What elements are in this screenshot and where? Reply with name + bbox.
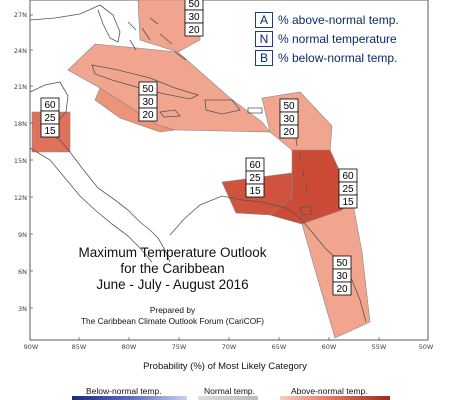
cuba-coast xyxy=(91,64,200,100)
coastlines xyxy=(29,4,367,323)
lon-label-65w: 65W xyxy=(272,343,287,351)
outlook-title: Maximum Temperature Outlook for the Cari… xyxy=(60,245,285,293)
lat-label-15n: 15N xyxy=(14,157,27,165)
lat-label-12n: 12N xyxy=(14,194,27,202)
legend-text-above: % above-normal temp. xyxy=(278,13,399,27)
prob-normal: 30 xyxy=(283,114,295,125)
lon-label-60w: 60W xyxy=(322,343,337,351)
prob-above: 50 xyxy=(283,101,295,112)
prob-below: 15 xyxy=(44,126,56,137)
lon-label-75w: 75W xyxy=(172,343,187,351)
prob-normal: 30 xyxy=(188,12,200,23)
puerto-rico-coast xyxy=(247,107,263,114)
prob-normal: 30 xyxy=(142,97,154,108)
title-line-2: for the Caribbean xyxy=(120,261,225,276)
legend-above: A % above-normal temp. xyxy=(255,12,399,28)
normal-color-bar xyxy=(198,396,258,400)
legend-letter-a: A xyxy=(255,12,273,28)
lon-label-85w: 85W xyxy=(72,343,87,351)
bahamas-islands xyxy=(127,17,187,61)
jamaica-coast xyxy=(159,109,181,118)
category-label-above: Above-normal temp. xyxy=(291,386,368,396)
lon-label-70w: 70W xyxy=(222,343,237,351)
central-america-coast xyxy=(43,129,171,263)
prob-above: 50 xyxy=(336,258,348,269)
prob-box-guianas: 50 30 20 xyxy=(332,255,352,296)
lon-label-50w: 50W xyxy=(419,343,434,351)
gulf-coast xyxy=(29,4,101,21)
legend-normal: N % normal temperature xyxy=(255,31,397,47)
legend-text-normal: % normal temperature xyxy=(278,32,397,46)
prob-above: 50 xyxy=(142,84,154,95)
latitude-labels: 27N 24N 21N 18N 15N 12N 9N 6N 3N xyxy=(14,11,27,313)
prob-below: 20 xyxy=(142,110,154,121)
prob-above: 60 xyxy=(44,100,56,111)
prob-box-bahamas: 50 30 20 xyxy=(184,0,204,37)
axis-ticks xyxy=(30,14,380,340)
category-label-normal: Normal temp. xyxy=(204,386,256,396)
trinidad-coast xyxy=(299,205,313,216)
legend-text-below: % below-normal temp. xyxy=(278,51,398,65)
prob-above: 60 xyxy=(249,160,261,171)
lon-label-80w: 80W xyxy=(122,343,137,351)
prob-below: 20 xyxy=(188,25,200,36)
region-bahamas xyxy=(137,0,201,53)
prob-box-belize: 60 25 15 xyxy=(40,97,60,138)
legend-below: B % below-normal temp. xyxy=(255,50,397,66)
legend-letter-b: B xyxy=(255,50,273,66)
prob-below: 20 xyxy=(283,127,295,138)
hispaniola-coast xyxy=(204,99,241,115)
region-cuba-jamaica xyxy=(94,87,176,133)
prob-above: 60 xyxy=(342,171,354,182)
prob-box-windward-islands: 60 25 15 xyxy=(338,168,358,209)
lat-label-3n: 3N xyxy=(18,305,27,313)
prob-normal: 25 xyxy=(342,184,354,195)
lon-label-55w: 55W xyxy=(372,343,387,351)
below-normal-color-bar xyxy=(72,396,187,400)
prepared-line-2: The Caribbean Climate Outlook Forum (Car… xyxy=(80,315,265,326)
legend-letter-n: N xyxy=(255,31,273,47)
probability-caption: Probability (%) of Most Likely Category xyxy=(143,361,307,372)
prob-below: 20 xyxy=(336,284,348,295)
lon-label-90w: 90W xyxy=(24,343,39,351)
lat-label-18n: 18N xyxy=(14,120,27,128)
prob-box-southern-caribbean: 60 25 15 xyxy=(245,157,265,198)
prepared-line-1: Prepared by xyxy=(149,305,196,315)
title-line-1: Maximum Temperature Outlook xyxy=(78,245,267,260)
prob-normal: 30 xyxy=(336,271,348,282)
longitude-labels: 90W 85W 80W 75W 70W 65W 60W 55W 50W xyxy=(24,343,434,351)
above-normal-color-bar xyxy=(280,396,390,400)
lat-label-9n: 9N xyxy=(18,231,27,239)
prepared-by: Prepared by The Caribbean Climate Outloo… xyxy=(55,305,290,326)
prob-below: 15 xyxy=(249,186,261,197)
title-line-3: June - July - August 2016 xyxy=(96,277,249,292)
lat-label-6n: 6N xyxy=(18,268,27,276)
lat-label-21n: 21N xyxy=(14,83,27,91)
florida-coast xyxy=(97,4,121,43)
prob-normal: 25 xyxy=(249,173,261,184)
category-label-below: Below-normal temp. xyxy=(86,386,162,396)
lat-label-24n: 24N xyxy=(14,47,27,55)
pacific-coast xyxy=(29,147,153,263)
prob-below: 15 xyxy=(342,197,354,208)
prob-box-greater-antilles: 50 30 20 xyxy=(138,81,158,122)
prob-box-northern-lesser-antilles: 50 30 20 xyxy=(279,98,299,139)
prob-normal: 25 xyxy=(44,113,56,124)
prob-above: 50 xyxy=(188,0,200,10)
lat-label-27n: 27N xyxy=(14,11,27,19)
